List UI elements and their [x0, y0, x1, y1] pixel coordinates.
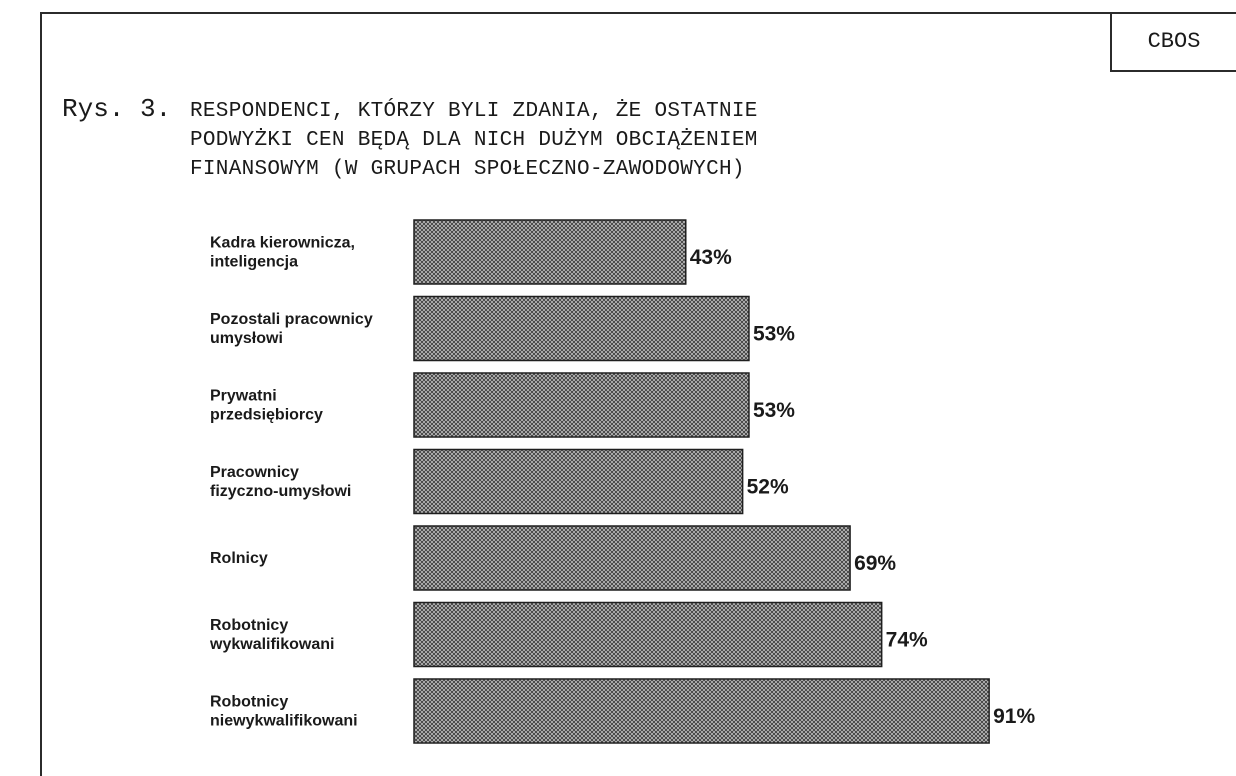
bar-5	[413, 525, 851, 591]
value-label-2: 53%	[753, 323, 795, 346]
bar-3	[413, 372, 750, 438]
category-label-line: niewykwalifikowani	[210, 713, 358, 730]
category-label-line: inteligencja	[210, 254, 298, 271]
category-label-4: Pracownicy fizyczno-umysłowi	[210, 464, 351, 500]
value-label-1: 43%	[690, 246, 732, 269]
figure-title-line-2: PODWYŻKI CEN BĘDĄ DLA NICH DUŻYM OBCIĄŻE…	[190, 129, 758, 152]
category-label-line: Pracownicy	[210, 464, 299, 481]
category-label-3: Prywatni przedsiębiorcy	[210, 388, 323, 424]
category-label-line: Pozostali pracownicy	[210, 311, 373, 328]
figure-title: RESPONDENCI, KTÓRZY BYLI ZDANIA, ŻE OSTA…	[190, 97, 758, 184]
category-label-7: Robotnicy niewykwalifikowani	[210, 694, 358, 730]
category-label-1: Kadra kierownicza, inteligencja	[210, 235, 355, 271]
category-label-line: Prywatni	[210, 388, 277, 405]
bar-7	[413, 678, 990, 744]
value-label-4: 52%	[747, 476, 789, 499]
value-label-7: 91%	[993, 705, 1035, 728]
value-label-3: 53%	[753, 399, 795, 422]
value-label-5: 69%	[854, 552, 896, 575]
category-label-line: Kadra kierownicza,	[210, 235, 355, 252]
bars-layer: 43% Kadra kierownicza, inteligencja 53% Pozo…	[209, 219, 1035, 744]
category-label-5: Rolnicy	[210, 550, 268, 567]
category-label-6: Robotnicy wykwalifikowani	[209, 617, 334, 653]
value-label-6: 74%	[886, 629, 928, 652]
figure-title-line-3: FINANSOWYM (W GRUPACH SPOŁECZNO-ZAWODOWY…	[190, 158, 745, 181]
category-label-line: Robotnicy	[210, 694, 288, 711]
category-label-2: Pozostali pracownicy umysłowi	[210, 311, 373, 347]
bar-1	[413, 219, 687, 285]
bar-6	[413, 601, 883, 668]
category-label-line: Rolnicy	[210, 550, 268, 567]
figure-number: Rys. 3.	[62, 94, 172, 124]
figure-title-line-1: RESPONDENCI, KTÓRZY BYLI ZDANIA, ŻE OSTA…	[190, 100, 758, 123]
category-label-line: wykwalifikowani	[209, 636, 334, 653]
bar-4	[413, 448, 744, 515]
category-label-line: Robotnicy	[210, 617, 288, 634]
cbos-badge: CBOS	[1110, 12, 1236, 72]
category-label-line: przedsiębiorcy	[210, 407, 323, 424]
category-label-line: fizyczno-umysłowi	[210, 483, 351, 500]
bar-2	[413, 295, 750, 362]
category-label-line: umysłowi	[210, 330, 283, 347]
